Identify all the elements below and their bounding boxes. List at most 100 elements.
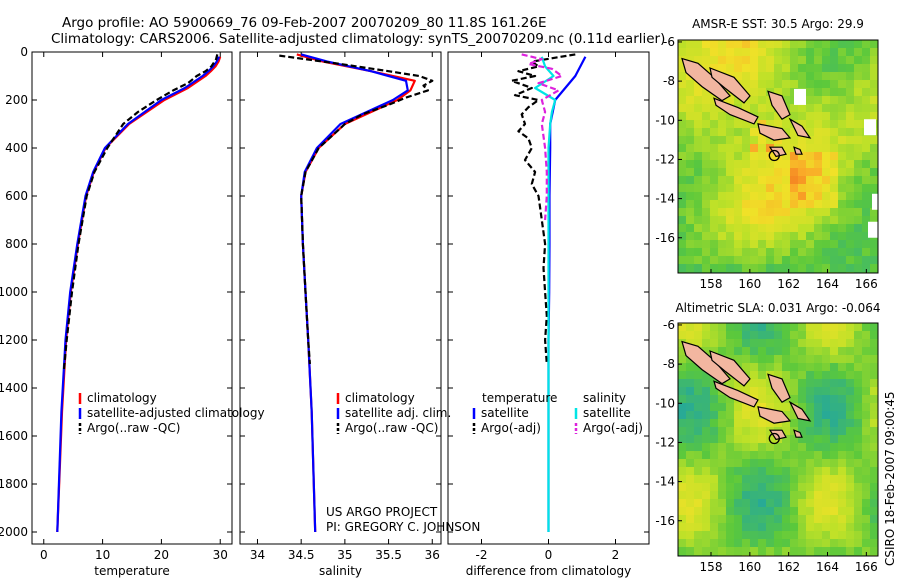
map-cell bbox=[798, 144, 807, 153]
map-cell bbox=[822, 419, 831, 428]
map-cell bbox=[806, 379, 815, 388]
map-cell bbox=[774, 475, 783, 484]
map-cell bbox=[854, 483, 863, 492]
map-cell bbox=[678, 387, 687, 396]
map-cell bbox=[718, 184, 727, 193]
map-cell bbox=[830, 216, 839, 225]
map-cell bbox=[798, 240, 807, 249]
map-cell bbox=[846, 339, 855, 348]
map-cell bbox=[806, 240, 815, 249]
map-cell bbox=[854, 323, 863, 332]
map-cell bbox=[726, 256, 735, 265]
map-cell bbox=[686, 411, 695, 420]
map-cell bbox=[846, 256, 855, 265]
map-cell bbox=[766, 152, 775, 161]
map-cell bbox=[782, 80, 791, 89]
map-cell bbox=[798, 184, 807, 193]
island-coastline bbox=[788, 400, 812, 422]
map-cell bbox=[790, 475, 799, 484]
map-cell bbox=[726, 483, 735, 492]
map-cell bbox=[726, 56, 735, 65]
map-cell bbox=[838, 72, 847, 81]
map-cell bbox=[710, 64, 719, 73]
map-cell bbox=[838, 483, 847, 492]
map-cell bbox=[854, 507, 863, 516]
map-cell bbox=[734, 531, 743, 540]
map-cell bbox=[734, 515, 743, 524]
map-cell bbox=[710, 547, 719, 556]
map-cell bbox=[830, 152, 839, 161]
map-cell bbox=[718, 427, 727, 436]
map-cell bbox=[830, 507, 839, 516]
map-cell bbox=[782, 48, 791, 57]
map-cell bbox=[862, 88, 871, 97]
map-cell bbox=[798, 232, 807, 241]
map-cell bbox=[838, 200, 847, 209]
map-cell bbox=[806, 48, 815, 57]
salinity-legend-entry: satellite adj. clim. bbox=[345, 406, 451, 420]
map-cell bbox=[758, 224, 767, 233]
map-cell bbox=[814, 419, 823, 428]
map-cell bbox=[790, 323, 799, 332]
map-cell bbox=[718, 531, 727, 540]
map-cell bbox=[694, 379, 703, 388]
map-cell bbox=[814, 467, 823, 476]
depth-tick-label: 400 bbox=[5, 141, 28, 155]
map-cell bbox=[846, 419, 855, 428]
map-cell bbox=[678, 96, 687, 105]
map-cell bbox=[726, 531, 735, 540]
map-cell bbox=[718, 128, 727, 137]
map-cell bbox=[806, 80, 815, 89]
map-cell bbox=[798, 224, 807, 233]
map-cell bbox=[750, 256, 759, 265]
map-cell bbox=[766, 192, 775, 201]
map-cell bbox=[750, 224, 759, 233]
map-cell bbox=[814, 120, 823, 129]
map-cell bbox=[686, 56, 695, 65]
map-cell bbox=[806, 355, 815, 364]
map-cell bbox=[774, 192, 783, 201]
map-cell bbox=[774, 200, 783, 209]
map-cell bbox=[678, 184, 687, 193]
map-cell bbox=[758, 483, 767, 492]
map-cell bbox=[870, 152, 878, 161]
map-cell bbox=[758, 451, 767, 460]
map-cell bbox=[726, 160, 735, 169]
map-cell bbox=[686, 232, 695, 241]
map-cell bbox=[854, 64, 863, 73]
map-cell bbox=[774, 363, 783, 372]
map-cell bbox=[678, 144, 687, 153]
island-coastline bbox=[767, 373, 791, 403]
map-cell bbox=[846, 371, 855, 380]
map-cell bbox=[742, 467, 751, 476]
map-cell bbox=[774, 224, 783, 233]
map-cell bbox=[862, 499, 871, 508]
map-cell bbox=[710, 144, 719, 153]
map-cell bbox=[694, 467, 703, 476]
map-cell bbox=[854, 491, 863, 500]
map-cell bbox=[862, 248, 871, 257]
map-cell bbox=[694, 224, 703, 233]
map-cell bbox=[862, 395, 871, 404]
depth-tick-label: 2000 bbox=[0, 525, 28, 539]
map-cell bbox=[870, 323, 878, 332]
map-cell bbox=[806, 427, 815, 436]
map-cell bbox=[838, 379, 847, 388]
map-cell bbox=[814, 80, 823, 89]
map-cell bbox=[790, 128, 799, 137]
map-cell bbox=[870, 507, 878, 516]
map-cell bbox=[838, 216, 847, 225]
map-cell bbox=[790, 363, 799, 372]
map-cell bbox=[734, 459, 743, 468]
map-cell bbox=[782, 176, 791, 185]
map-cell bbox=[694, 48, 703, 57]
map-cell bbox=[806, 168, 815, 177]
map-cell bbox=[766, 72, 775, 81]
map-cell bbox=[742, 168, 751, 177]
map-cell bbox=[734, 323, 743, 332]
temperature-legend-entry: satellite-adjusted climatology bbox=[87, 406, 265, 420]
map-cell bbox=[870, 40, 878, 49]
map-cell bbox=[726, 523, 735, 532]
map-cell bbox=[854, 379, 863, 388]
